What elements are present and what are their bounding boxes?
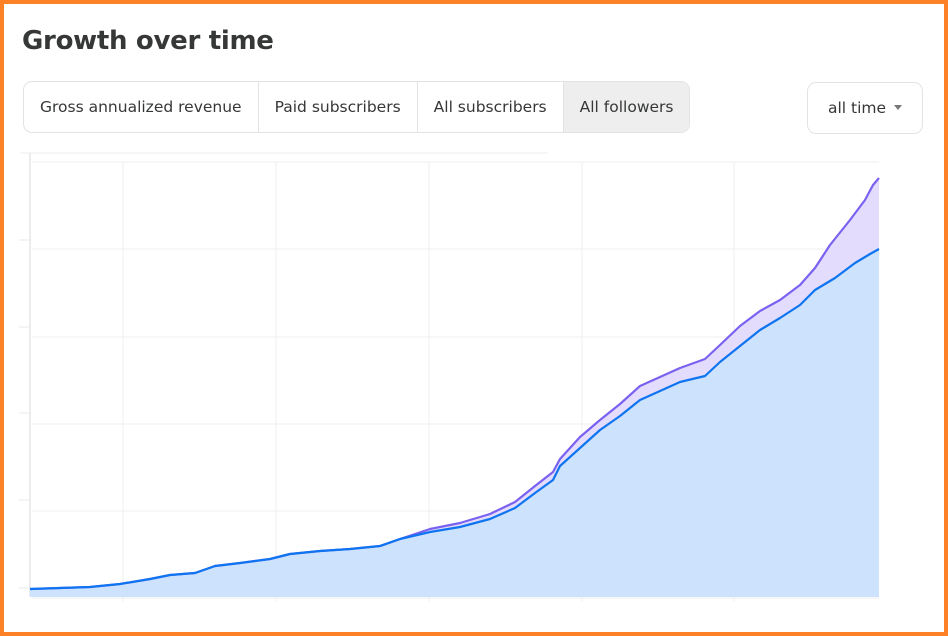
- subscribers-line: [29, 248, 880, 591]
- time-range-dropdown[interactable]: all time: [807, 82, 923, 134]
- tab-all-followers[interactable]: All followers: [563, 82, 690, 132]
- tab-gross-annualized-revenue[interactable]: Gross annualized revenue: [24, 82, 259, 132]
- metric-tabs: Gross annualized revenue Paid subscriber…: [23, 81, 691, 133]
- caret-down-icon: [894, 104, 903, 110]
- page-title: Growth over time: [22, 26, 274, 56]
- tab-all-subscribers[interactable]: All subscribers: [418, 82, 564, 132]
- growth-chart: [19, 152, 880, 602]
- subscribers-area: [30, 249, 879, 597]
- time-range-value: all time: [827, 99, 887, 117]
- tab-paid-subscribers[interactable]: Paid subscribers: [259, 82, 418, 132]
